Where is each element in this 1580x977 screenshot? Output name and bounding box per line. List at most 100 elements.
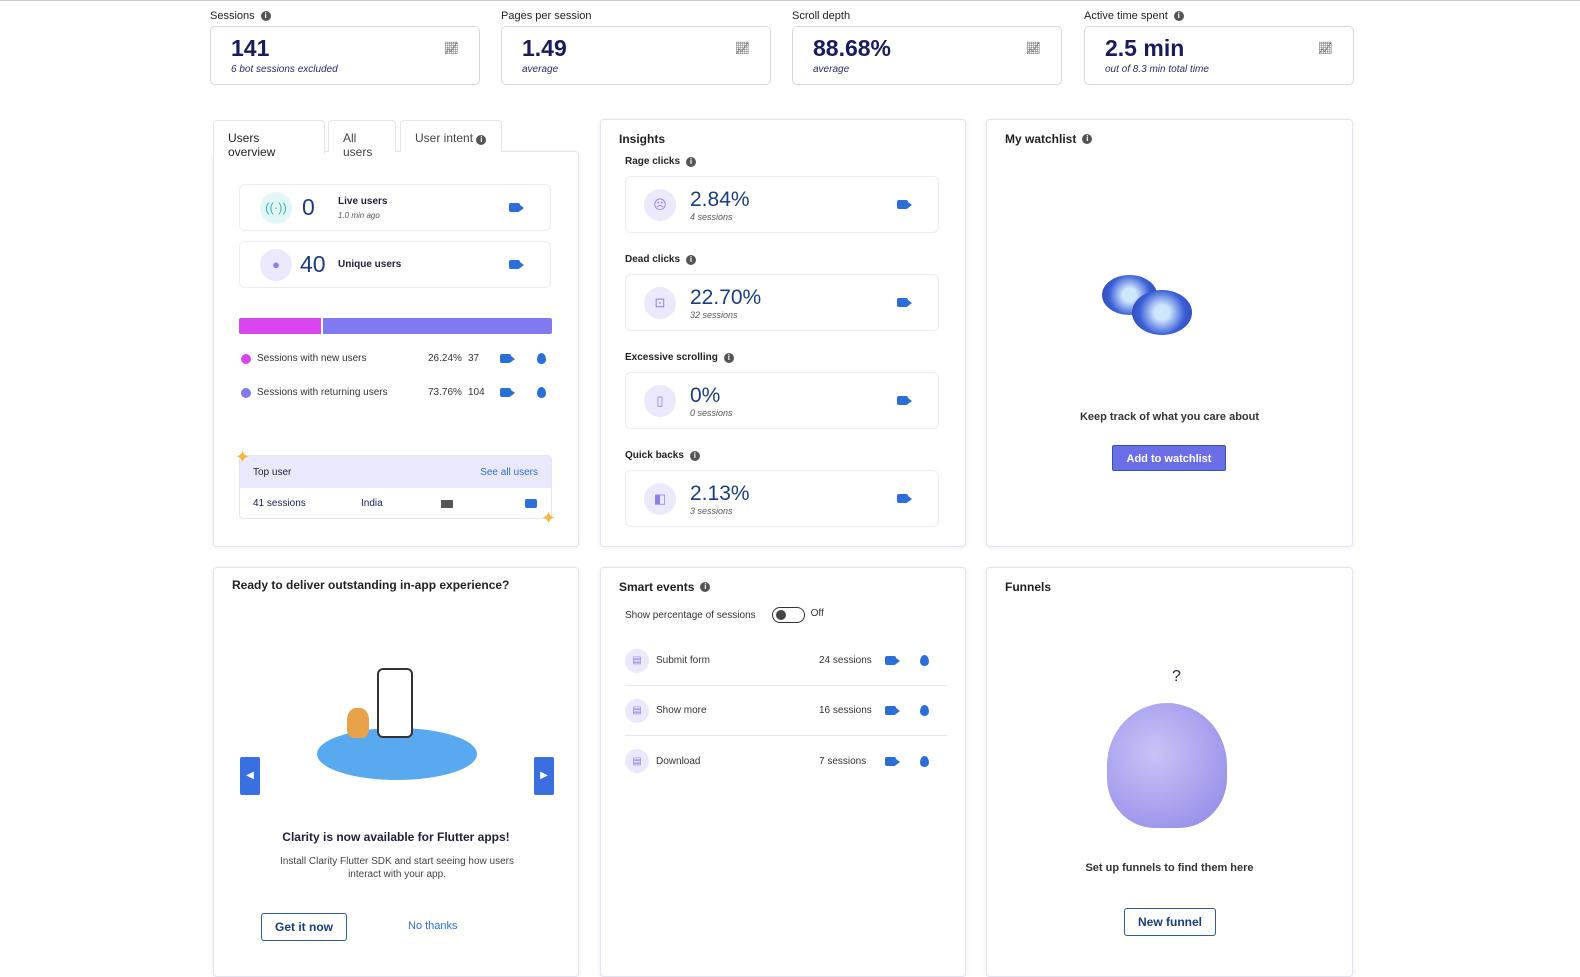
info-icon[interactable]: i: [686, 156, 697, 167]
legend-dot: [241, 387, 251, 398]
tab-all-users[interactable]: All users: [328, 120, 396, 159]
info-icon[interactable]: i: [1173, 11, 1184, 21]
get-it-now-button[interactable]: Get it now: [261, 913, 347, 941]
insight-tile[interactable]: ☹ 2.84% 4 sessions: [625, 176, 939, 233]
recording-icon[interactable]: [885, 706, 900, 715]
insight-icon: ▯: [644, 384, 676, 417]
watchlist-card: My watchlist i Keep track of what you car…: [986, 119, 1353, 547]
heatmap-icon[interactable]: [537, 353, 546, 364]
smart-events-card: Smart events i Show percentage of session…: [600, 567, 966, 977]
event-sessions: 16 sessions: [819, 705, 872, 716]
kpi-pages-per-session: Pages per session 1.49 average 📈︎: [501, 10, 771, 85]
recording-icon[interactable]: [897, 200, 912, 209]
insight-tile[interactable]: ⊡ 22.70% 32 sessions: [625, 274, 939, 331]
insight-value: 0%: [690, 383, 721, 407]
kpi-scroll-depth: Scroll depth 88.68% average 📈︎: [792, 10, 1062, 85]
info-icon[interactable]: i: [476, 135, 487, 145]
trend-chart-icon[interactable]: 📈︎: [1025, 41, 1041, 55]
event-label: Submit form: [656, 655, 710, 666]
info-icon[interactable]: i: [260, 11, 271, 21]
kpi-sub: average: [522, 64, 559, 75]
trend-chart-icon[interactable]: 📈︎: [734, 41, 750, 55]
returning-users-segment: [323, 318, 552, 334]
kpi-value: 2.5 min: [1105, 35, 1185, 61]
promo-body: Install Clarity Flutter SDK and start se…: [280, 856, 514, 880]
info-icon[interactable]: i: [700, 582, 711, 592]
carousel-next-button[interactable]: ▶: [534, 757, 554, 795]
tab-label: User intent: [415, 131, 474, 145]
recording-icon[interactable]: [509, 260, 524, 269]
legend-dot: [241, 353, 251, 364]
flutter-promo-card: Ready to deliver outstanding in-app expe…: [213, 567, 579, 977]
heatmap-icon[interactable]: [537, 387, 546, 398]
event-icon: ▤: [625, 648, 649, 673]
carousel-prev-button[interactable]: ◀: [240, 757, 260, 795]
insight-tile[interactable]: ◧ 2.13% 3 sessions: [625, 470, 939, 527]
tab-label: All users: [343, 131, 373, 159]
insight-sub: 32 sessions: [690, 309, 738, 320]
row-count: 37: [468, 353, 480, 364]
sparkle-icon: ✦: [235, 447, 251, 467]
smart-event-row[interactable]: ▤ Download 7 sessions: [625, 736, 947, 786]
trend-chart-icon[interactable]: 📈︎: [443, 41, 459, 55]
insight-label: Excessive scrolling: [625, 352, 718, 363]
live-users-label: Live users: [338, 195, 388, 207]
question-mark: ?: [1172, 668, 1181, 685]
info-icon[interactable]: i: [723, 352, 734, 363]
smart-event-row[interactable]: ▤ Submit form 24 sessions: [625, 636, 947, 686]
smart-event-row[interactable]: ▤ Show more 16 sessions: [625, 686, 947, 736]
insight-value: 2.13%: [690, 481, 750, 505]
recording-icon[interactable]: [897, 396, 912, 405]
tab-user-intent[interactable]: User intent i: [400, 120, 502, 152]
event-icon: ▤: [625, 749, 649, 773]
info-icon[interactable]: i: [689, 450, 700, 461]
see-all-users-link[interactable]: See all users: [480, 466, 538, 478]
insight-value: 2.84%: [690, 187, 750, 211]
funnels-card: Funnels ? Set up funnels to find them he…: [986, 567, 1353, 977]
unique-users-count: 40: [300, 251, 326, 277]
heatmap-icon[interactable]: [920, 655, 929, 666]
kpi-label: Pages per session: [501, 10, 592, 22]
recording-icon[interactable]: [500, 354, 515, 363]
binoculars-illustration: [1092, 260, 1232, 340]
new-users-row: Sessions with new users 26.24% 37: [241, 353, 546, 364]
kpi-active-time: Active time spent i 2.5 min out of 8.3 min…: [1084, 10, 1354, 85]
no-thanks-link[interactable]: No thanks: [408, 920, 458, 932]
event-label: Show more: [656, 705, 707, 716]
unique-users-tile[interactable]: ● 40 Unique users: [239, 241, 551, 288]
trend-chart-icon[interactable]: 📈︎: [1317, 41, 1333, 55]
fox-phone-illustration: [317, 648, 477, 780]
kpi-label: Sessions: [210, 10, 255, 22]
top-user-box: Top user See all users 41 sessions India: [239, 455, 552, 519]
insight-tile[interactable]: ▯ 0% 0 sessions: [625, 372, 939, 429]
live-users-tile[interactable]: ((·)) 0 Live users 1.0 min ago: [239, 184, 551, 231]
recording-icon[interactable]: [500, 388, 515, 397]
top-user-title: Top user: [253, 466, 292, 478]
percentage-toggle[interactable]: [771, 607, 805, 623]
kpi-sub: 6 bot sessions excluded: [231, 64, 338, 75]
funnels-text: Set up funnels to find them here: [1085, 862, 1254, 874]
tab-users-overview[interactable]: Users overview: [213, 120, 325, 159]
insight-label-row: Excessive scrolling i: [625, 352, 734, 363]
info-icon[interactable]: i: [1082, 134, 1093, 144]
live-signal-icon: ((·)): [260, 191, 292, 224]
heatmap-icon[interactable]: [920, 705, 929, 716]
event-icon: ▤: [625, 698, 649, 723]
add-to-watchlist-button[interactable]: Add to watchlist: [1112, 445, 1226, 471]
recording-icon[interactable]: [897, 298, 912, 307]
user-card-icon[interactable]: [525, 499, 537, 508]
insight-label: Quick backs: [625, 450, 684, 461]
new-funnel-button[interactable]: New funnel: [1124, 908, 1217, 936]
recording-icon[interactable]: [897, 494, 912, 503]
recording-icon[interactable]: [509, 203, 524, 212]
bear-illustration: [1107, 703, 1227, 828]
insight-label: Dead clicks: [625, 254, 681, 265]
heatmap-icon[interactable]: [920, 755, 929, 767]
insight-sub: 0 sessions: [690, 407, 733, 418]
live-users-count: 0: [302, 194, 315, 220]
promo-title: Ready to deliver outstanding in-app expe…: [232, 578, 510, 592]
recording-icon[interactable]: [885, 756, 900, 766]
row-label: Sessions with new users: [257, 353, 367, 364]
info-icon[interactable]: i: [686, 254, 697, 265]
recording-icon[interactable]: [885, 656, 900, 665]
